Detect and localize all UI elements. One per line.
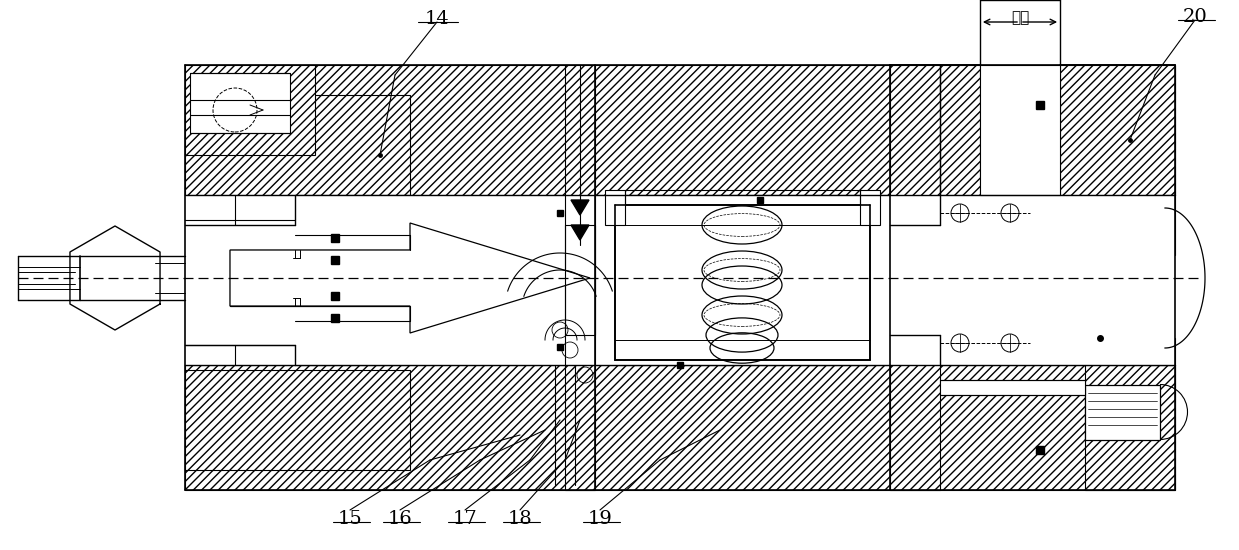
Bar [185, 370, 410, 470]
Bar [980, 65, 1061, 195]
Bar [860, 190, 880, 225]
Bar [185, 65, 315, 155]
Bar [1085, 365, 1175, 490]
Bar [890, 195, 1175, 365]
Bar [890, 335, 940, 490]
Polygon shape [571, 200, 589, 215]
Bar [1085, 385, 1160, 440]
Bar [605, 190, 624, 225]
Bar [890, 65, 980, 195]
Text: 压缩: 压缩 [1011, 10, 1030, 25]
Bar [185, 95, 410, 195]
Bar [940, 225, 1175, 335]
Text: 15: 15 [337, 510, 362, 528]
Text: 14: 14 [425, 10, 450, 28]
Bar [890, 65, 1175, 195]
Text: 17: 17 [452, 510, 477, 528]
Bar [190, 73, 290, 133]
Bar [185, 335, 235, 365]
Polygon shape [230, 223, 590, 333]
Bar [1061, 65, 1175, 195]
Bar [185, 65, 890, 195]
Bar [615, 360, 870, 365]
Bar [230, 250, 410, 306]
Bar [615, 195, 870, 205]
Bar [565, 225, 595, 335]
Text: 16: 16 [388, 510, 413, 528]
Bar [890, 365, 1175, 490]
Bar [185, 365, 890, 490]
Bar [185, 195, 235, 225]
Bar [185, 195, 890, 365]
Text: 20: 20 [1182, 8, 1207, 26]
Bar [565, 335, 595, 490]
Bar [1145, 338, 1175, 365]
Bar [940, 380, 1085, 395]
Bar [295, 195, 410, 235]
Text: 19: 19 [587, 510, 612, 528]
Bar [890, 65, 940, 225]
Bar [295, 321, 410, 365]
Bar [1145, 195, 1175, 255]
Bar [565, 65, 595, 225]
Bar [615, 205, 870, 360]
Text: 18: 18 [508, 510, 533, 528]
Polygon shape [571, 225, 589, 240]
